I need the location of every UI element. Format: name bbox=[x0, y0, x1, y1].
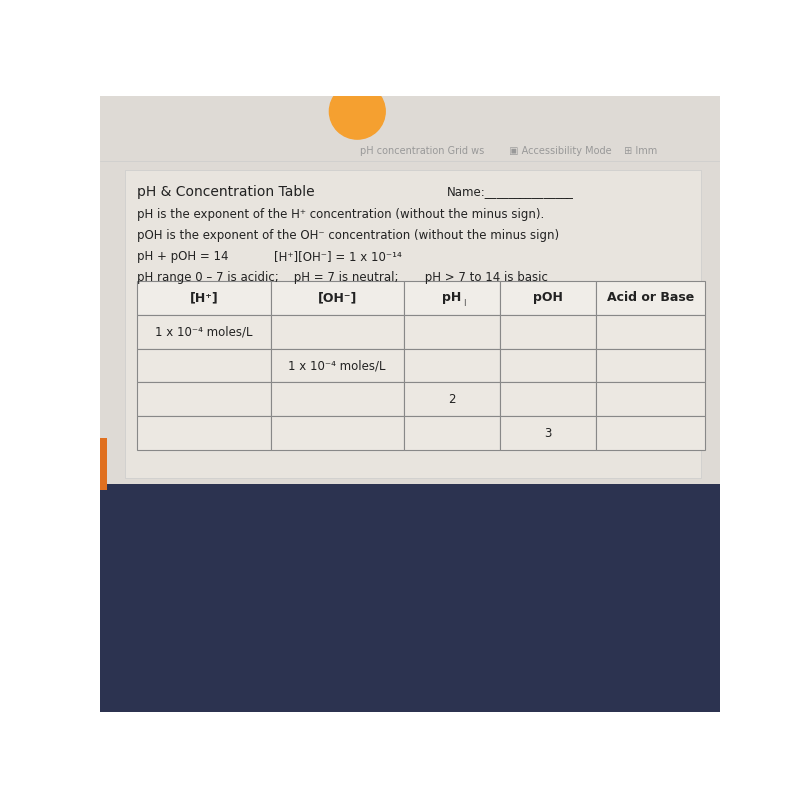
Bar bbox=[596, 349, 705, 382]
Text: [H⁺][OH⁻] = 1 x 10⁻¹⁴: [H⁺][OH⁻] = 1 x 10⁻¹⁴ bbox=[274, 250, 402, 263]
Text: pOH is the exponent of the OH⁻ concentration (without the minus sign): pOH is the exponent of the OH⁻ concentra… bbox=[138, 229, 559, 242]
Text: Acid or Base: Acid or Base bbox=[606, 291, 694, 304]
Bar bbox=[125, 170, 702, 478]
Text: 1 x 10⁻⁴ moles/L: 1 x 10⁻⁴ moles/L bbox=[155, 325, 253, 338]
Text: pH + pOH = 14: pH + pOH = 14 bbox=[138, 250, 229, 263]
Text: pH range 0 – 7 is acidic;    pH = 7 is neutral;       pH > 7 to 14 is basic: pH range 0 – 7 is acidic; pH = 7 is neut… bbox=[138, 271, 548, 284]
Bar bbox=[138, 349, 270, 382]
Bar bbox=[404, 382, 500, 416]
Bar bbox=[270, 314, 404, 349]
Text: 1 x 10⁻⁴ moles/L: 1 x 10⁻⁴ moles/L bbox=[288, 359, 386, 372]
Text: pH & Concentration Table: pH & Concentration Table bbox=[138, 186, 315, 199]
Bar bbox=[500, 281, 596, 314]
Bar bbox=[138, 281, 270, 314]
Bar bbox=[270, 382, 404, 416]
Bar bbox=[500, 416, 596, 450]
Text: [H⁺]: [H⁺] bbox=[190, 291, 218, 304]
Text: Name:_______________: Name:_______________ bbox=[447, 186, 574, 198]
Bar bbox=[100, 96, 720, 484]
Bar bbox=[596, 416, 705, 450]
Bar bbox=[596, 281, 705, 314]
Text: 2: 2 bbox=[448, 393, 456, 406]
Text: pOH: pOH bbox=[533, 291, 563, 304]
Bar bbox=[138, 314, 270, 349]
Circle shape bbox=[330, 84, 386, 139]
Bar bbox=[596, 382, 705, 416]
Bar bbox=[404, 314, 500, 349]
Bar bbox=[404, 349, 500, 382]
Text: [OH⁻]: [OH⁻] bbox=[318, 291, 357, 304]
Bar bbox=[500, 382, 596, 416]
Bar bbox=[596, 314, 705, 349]
Bar bbox=[404, 416, 500, 450]
Bar bbox=[500, 349, 596, 382]
Text: pH concentration Grid ws        ▣ Accessibility Mode    ⊞ Imm: pH concentration Grid ws ▣ Accessibility… bbox=[360, 146, 658, 156]
Text: pH: pH bbox=[442, 291, 462, 304]
Bar bbox=[100, 438, 107, 490]
Bar bbox=[100, 484, 720, 712]
Text: pH is the exponent of the H⁺ concentration (without the minus sign).: pH is the exponent of the H⁺ concentrati… bbox=[138, 208, 545, 221]
Bar bbox=[270, 349, 404, 382]
Bar bbox=[138, 416, 270, 450]
Bar bbox=[500, 314, 596, 349]
Bar bbox=[270, 281, 404, 314]
Bar bbox=[404, 281, 500, 314]
Bar bbox=[138, 382, 270, 416]
Text: I: I bbox=[463, 299, 466, 309]
Text: 3: 3 bbox=[544, 426, 552, 440]
Bar bbox=[270, 416, 404, 450]
